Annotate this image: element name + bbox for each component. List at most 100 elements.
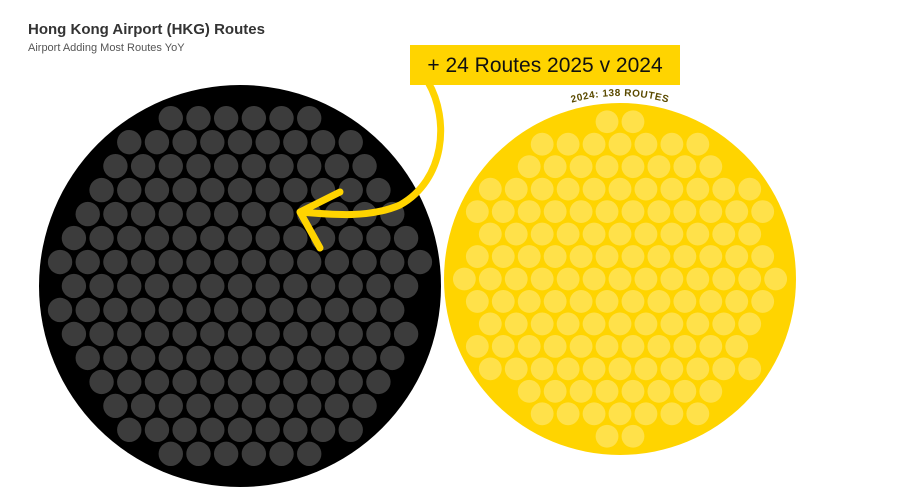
unit-dot — [227, 417, 253, 443]
unit-dot — [621, 245, 645, 268]
unit-dot — [504, 312, 528, 336]
unit-dot — [543, 200, 567, 224]
unit-dot — [241, 201, 267, 227]
unit-dot — [103, 345, 128, 371]
unit-dot — [241, 297, 267, 323]
unit-dot — [227, 177, 253, 203]
unit-dot — [407, 249, 433, 275]
unit-dot — [621, 424, 645, 448]
circle-label: 2025: 162 ROUTES — [190, 51, 290, 68]
unit-dot — [172, 417, 197, 443]
unit-dot — [751, 290, 775, 313]
unit-dot — [103, 297, 128, 323]
unit-dot — [269, 201, 294, 227]
unit-dot — [491, 334, 515, 358]
unit-dot — [89, 321, 114, 347]
unit-dot — [491, 245, 515, 268]
unit-dot — [213, 297, 239, 323]
unit-dot — [569, 200, 593, 224]
unit-dot — [647, 155, 671, 179]
unit-dot — [269, 105, 294, 131]
unit-dot — [582, 132, 606, 156]
unit-dot — [158, 345, 183, 371]
unit-dot — [144, 273, 170, 299]
unit-dot — [621, 110, 645, 134]
unit-dot — [569, 155, 593, 179]
unit-dot — [352, 249, 377, 275]
unit-dot — [144, 177, 170, 203]
unit-dot — [504, 222, 528, 246]
unit-dot — [130, 249, 156, 275]
unit-dot — [595, 334, 619, 358]
unit-dot — [738, 267, 762, 291]
unit-dot — [660, 357, 684, 381]
unit-dot — [712, 267, 736, 291]
unit-dot — [117, 369, 142, 395]
unit-circles: 2025: 162 ROUTES 2024: 138 ROUTES — [39, 51, 796, 487]
unit-dot — [543, 245, 567, 268]
unit-dot — [725, 334, 749, 358]
unit-dot — [338, 369, 363, 395]
unit-dot — [556, 402, 580, 426]
unit-dot — [117, 417, 142, 443]
unit-dot — [634, 222, 658, 246]
unit-dot — [310, 129, 336, 155]
unit-dot — [283, 129, 308, 155]
unit-dot — [241, 153, 267, 179]
unit-dot — [324, 345, 350, 371]
unit-dot — [673, 334, 697, 358]
unit-dot — [556, 312, 580, 336]
unit-dot — [582, 267, 606, 291]
unit-dot — [158, 153, 183, 179]
unit-dot — [569, 334, 593, 358]
unit-dot — [186, 153, 211, 179]
unit-dot — [255, 369, 280, 395]
unit-dot — [352, 153, 377, 179]
unit-dot — [186, 345, 211, 371]
unit-dot — [117, 273, 142, 299]
unit-dot — [324, 249, 350, 275]
unit-dot — [699, 200, 723, 224]
unit-dot — [634, 267, 658, 291]
unit-dot — [283, 417, 308, 443]
unit-dot — [200, 129, 225, 155]
annotation-arrowhead — [296, 188, 344, 252]
unit-dot — [283, 273, 308, 299]
unit-dot — [324, 153, 350, 179]
unit-dot — [227, 273, 253, 299]
unit-dot — [465, 245, 489, 268]
unit-dot — [738, 357, 762, 381]
unit-dot — [130, 297, 156, 323]
unit-dot — [621, 290, 645, 313]
unit-dot — [582, 312, 606, 336]
unit-dot — [75, 345, 100, 371]
unit-dot — [297, 393, 322, 419]
unit-dot — [186, 297, 211, 323]
unit-dot — [144, 369, 170, 395]
unit-dot — [269, 441, 294, 467]
chart-subtitle: Airport Adding Most Routes YoY — [28, 42, 185, 54]
unit-dot — [647, 334, 671, 358]
unit-dot — [556, 222, 580, 246]
unit-dot — [269, 153, 294, 179]
unit-dot — [738, 312, 762, 336]
unit-dot — [172, 129, 197, 155]
unit-dot — [543, 155, 567, 179]
unit-dot — [517, 200, 541, 224]
unit-dot — [213, 153, 239, 179]
unit-dot — [530, 222, 554, 246]
unit-dot — [200, 321, 225, 347]
unit-dot — [699, 155, 723, 179]
unit-dot — [283, 321, 308, 347]
unit-dot — [255, 225, 280, 251]
unit-dot — [517, 290, 541, 313]
unit-dot — [686, 312, 710, 336]
unit-dot — [255, 273, 280, 299]
unit-dot — [725, 200, 749, 224]
unit-dot — [200, 273, 225, 299]
unit-dot — [595, 155, 619, 179]
unit-dot — [660, 132, 684, 156]
unit-dot — [608, 357, 632, 381]
unit-dot — [686, 267, 710, 291]
